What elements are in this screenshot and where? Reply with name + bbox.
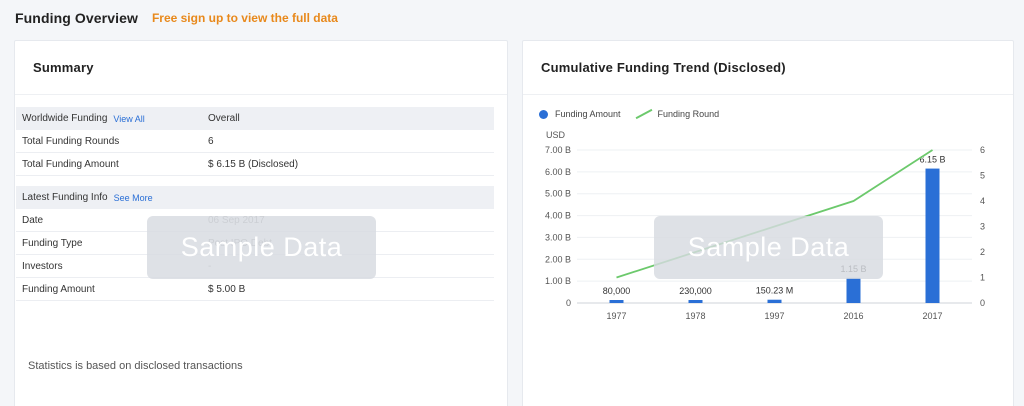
y2-tick-label: 1 bbox=[980, 273, 985, 283]
legend-funding-amount[interactable]: Funding Amount bbox=[555, 109, 621, 119]
x-tick-label: 2016 bbox=[843, 311, 863, 321]
overall-label: Overall bbox=[208, 113, 240, 124]
funding-amount-bar bbox=[767, 299, 782, 303]
x-tick-label: 1978 bbox=[685, 311, 705, 321]
y2-tick-label: 6 bbox=[980, 145, 985, 155]
x-tick-label: 1997 bbox=[764, 311, 784, 321]
y-tick-label: 7.00 B bbox=[545, 145, 571, 155]
cumulative-funding-chart: USD 0 1.00 B 2.00 B 3.00 B 4.00 B 5.00 B 6.00 B… bbox=[545, 130, 985, 321]
chart-legend: Funding Amount Funding Round bbox=[539, 108, 720, 120]
bar-data-label: 6.15 B bbox=[919, 155, 945, 165]
x-tick-label: 2017 bbox=[922, 311, 942, 321]
page-title: Funding Overview bbox=[15, 10, 138, 26]
y-tick-label: 5.00 B bbox=[545, 189, 571, 199]
table-header: Worldwide Funding View All Overall bbox=[16, 107, 494, 130]
row-value: $ 5.00 B bbox=[208, 283, 246, 295]
y2-tick-label: 0 bbox=[980, 298, 985, 308]
summary-title: Summary bbox=[15, 41, 507, 95]
funding-amount-bar bbox=[925, 168, 940, 303]
row-label: Total Funding Amount bbox=[22, 158, 119, 170]
y-tick-label: 6.00 B bbox=[545, 167, 571, 177]
y-tick-label: 3.00 B bbox=[545, 232, 571, 242]
y2-tick-label: 3 bbox=[980, 222, 985, 232]
row-label: Funding Amount bbox=[22, 283, 95, 295]
top-bar: Funding Overview Free sign up to view th… bbox=[0, 0, 1024, 36]
row-value: 6 bbox=[208, 135, 214, 147]
bar-data-label: 150.23 M bbox=[756, 286, 794, 296]
table-header: Latest Funding Info See More bbox=[16, 186, 494, 209]
y-tick-label: 0 bbox=[566, 298, 571, 308]
funding-amount-bar bbox=[609, 300, 624, 303]
sample-data-watermark: Sample Data bbox=[147, 216, 376, 279]
table-row: Total Funding Amount $ 6.15 B (Disclosed… bbox=[16, 153, 494, 176]
table-row: Total Funding Rounds 6 bbox=[16, 130, 494, 153]
table-row: Funding Amount $ 5.00 B bbox=[16, 278, 494, 301]
funding-amount-bar bbox=[846, 277, 861, 303]
trend-title: Cumulative Funding Trend (Disclosed) bbox=[523, 41, 1013, 95]
sample-data-watermark: Sample Data bbox=[654, 216, 883, 279]
row-value: $ 6.15 B (Disclosed) bbox=[208, 158, 299, 170]
see-more-link[interactable]: See More bbox=[113, 192, 153, 203]
statistics-note: Statistics is based on disclosed transac… bbox=[28, 360, 243, 372]
row-label: Investors bbox=[22, 260, 63, 272]
row-label: Funding Type bbox=[22, 237, 83, 249]
row-label: Date bbox=[22, 214, 44, 226]
y-tick-label: 1.00 B bbox=[545, 276, 571, 286]
x-tick-label: 1977 bbox=[606, 311, 626, 321]
view-all-link[interactable]: View All bbox=[113, 113, 145, 124]
latest-funding-label: Latest Funding Info bbox=[22, 192, 108, 203]
y2-tick-label: 4 bbox=[980, 196, 985, 206]
funding-amount-legend-marker[interactable] bbox=[539, 109, 548, 119]
row-label: Total Funding Rounds bbox=[22, 135, 120, 147]
y2-tick-label: 2 bbox=[980, 247, 985, 257]
y-tick-label: 2.00 B bbox=[545, 254, 571, 264]
y-axis-unit: USD bbox=[546, 130, 566, 140]
y-tick-label: 4.00 B bbox=[545, 211, 571, 221]
bar-data-label: 80,000 bbox=[603, 286, 631, 296]
bar-data-label: 230,000 bbox=[679, 286, 712, 296]
signup-link[interactable]: Free sign up to view the full data bbox=[151, 11, 338, 25]
worldwide-funding-label: Worldwide Funding bbox=[22, 113, 108, 124]
y2-tick-label: 5 bbox=[980, 171, 985, 181]
legend-funding-round[interactable]: Funding Round bbox=[657, 109, 720, 119]
funding-amount-bar bbox=[688, 300, 703, 303]
worldwide-funding-table: Worldwide Funding View All Overall Total… bbox=[16, 107, 494, 176]
